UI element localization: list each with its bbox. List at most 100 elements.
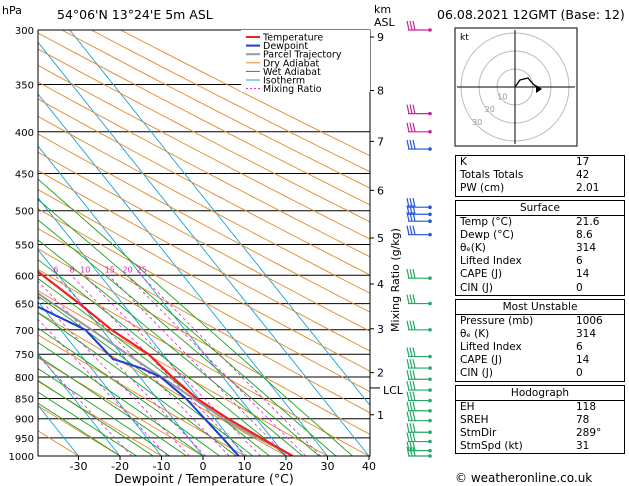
- mixing-ratio-label: 15: [105, 265, 115, 274]
- dry-adiabat-line: [38, 115, 370, 294]
- stats-panel: K 17 Totals Totals 42 PW (cm) 2.01 Surface Te…: [455, 155, 625, 457]
- hodograph-stat-row: StmDir 289°: [456, 427, 624, 440]
- most-unstable-row: CIN (J) 0: [456, 367, 624, 380]
- mixing-ratio-line: [38, 318, 168, 456]
- pressure-tick-label: 600: [15, 271, 34, 282]
- km-tick-label: 3: [377, 323, 384, 336]
- lcl-label: LCL: [383, 384, 404, 397]
- surface-title: Surface: [456, 201, 624, 216]
- wind-barb-station: [428, 129, 432, 134]
- wind-barb: [406, 358, 432, 370]
- surface-value: 0: [576, 281, 583, 294]
- dry-adiabat-line: [91, 30, 370, 173]
- most-unstable-row: CAPE (J) 14: [456, 354, 624, 367]
- isotherm-line: [38, 41, 370, 456]
- wind-barb-flag: [406, 446, 410, 457]
- wind-barb-flag: [412, 411, 416, 421]
- wind-barb-flag: [409, 432, 413, 442]
- wet-adiabat-line: [38, 402, 121, 456]
- wind-barb-flag: [412, 139, 416, 150]
- wind-barb-flag: [406, 139, 410, 150]
- hodograph-stat-label: StmSpd (kt): [460, 440, 523, 453]
- wind-barb-flag: [412, 205, 416, 215]
- x-tick-label: 10: [238, 460, 252, 473]
- isotherm-line: [69, 30, 370, 407]
- wind-barb-flag: [409, 391, 413, 401]
- hodograph-stat-label: EH: [460, 400, 475, 413]
- wind-barb: [406, 225, 432, 237]
- index-row: PW (cm) 2.01: [456, 182, 624, 195]
- plot-frame: [37, 29, 371, 457]
- dry-adiabat-line: [38, 311, 287, 456]
- hodograph-stat-value: 289°: [576, 427, 602, 439]
- hodograph-ring-label: 20: [485, 105, 495, 114]
- wind-barb-flag: [409, 269, 413, 279]
- wind-barb-station: [428, 354, 432, 359]
- dry-adiabat-line: [38, 248, 370, 435]
- mixing-ratio-line: [38, 355, 133, 456]
- wind-barb-flag: [412, 225, 416, 235]
- most-unstable-label: Lifted Index: [460, 341, 522, 354]
- mixing-ratio-label: 20: [123, 265, 133, 274]
- wet-adiabat-line: [38, 341, 204, 456]
- mixing-ratio-line: [38, 296, 190, 456]
- wind-barb-flag: [409, 212, 413, 222]
- wind-barb-flag: [406, 441, 410, 451]
- wind-barb-flag: [409, 225, 413, 235]
- most-unstable-value: 14: [576, 354, 590, 367]
- surface-value: 314: [576, 241, 597, 254]
- wind-barb-station: [428, 454, 432, 458]
- wind-barb-flag: [409, 446, 413, 457]
- km-tick-label: 9: [377, 31, 384, 44]
- legend-entry: Parcel Trajectory: [263, 50, 342, 61]
- wet-adiabat-line: [38, 277, 270, 456]
- wind-barb-flag: [406, 104, 410, 114]
- wind-barb-flag: [409, 122, 413, 132]
- surface-row: CIN (J) 0: [456, 282, 624, 295]
- wet-adiabat-line: [38, 380, 154, 456]
- x-axis-label: Dewpoint / Temperature (°C): [114, 471, 293, 486]
- surface-value: 21.6: [576, 215, 600, 228]
- most-unstable-value: 6: [576, 341, 583, 354]
- parcel-trajectory-line: [38, 292, 294, 456]
- hodograph-stat-value: 31: [576, 440, 590, 453]
- wind-barb: [406, 205, 432, 217]
- wind-barb-flag: [412, 423, 416, 433]
- wet-adiabat-line: [38, 259, 287, 456]
- legend-entry: Isotherm: [263, 76, 305, 87]
- wind-barb: [406, 380, 432, 392]
- hodograph-stat-value: 118: [576, 400, 597, 413]
- wind-barb-flag: [412, 269, 416, 279]
- wind-barb-station: [428, 212, 432, 217]
- most-unstable-value: 1006: [576, 314, 603, 327]
- wind-barb: [406, 139, 432, 151]
- indices-box: K 17 Totals Totals 42 PW (cm) 2.01: [455, 155, 625, 197]
- wind-barb-station: [428, 430, 432, 435]
- km-tick-label: 1: [377, 409, 384, 422]
- wet-adiabat-line: [38, 391, 137, 456]
- km-label: km: [374, 3, 391, 16]
- pressure-tick-label: 300: [15, 26, 34, 37]
- wind-barb-flag: [406, 432, 410, 442]
- x-tick-label: 30: [321, 460, 335, 473]
- dry-adiabat-line: [61, 30, 370, 189]
- wind-barb-station: [428, 232, 432, 237]
- wind-barb-flag: [409, 205, 413, 215]
- wind-barb-flag: [406, 380, 410, 391]
- hodograph-storm-marker: [536, 85, 542, 93]
- wind-barb-flag: [406, 294, 410, 304]
- wind-barb-station: [428, 327, 432, 332]
- index-value: 2.01: [576, 182, 600, 195]
- wind-barb: [406, 432, 432, 444]
- most-unstable-row: Pressure (mb) 1006: [456, 315, 624, 328]
- index-value: 42: [576, 169, 590, 182]
- x-tick-label: -10: [153, 460, 171, 473]
- wet-adiabat-line: [38, 219, 320, 456]
- wind-barb-flag: [412, 104, 416, 114]
- wind-barb-flag: [409, 370, 413, 380]
- surface-row: Temp (°C) 21.6: [456, 216, 624, 229]
- dry-adiabat-line: [120, 30, 370, 157]
- wet-adiabat-line: [38, 368, 171, 456]
- wind-barb-station: [428, 398, 432, 403]
- index-label: Totals Totals: [460, 169, 524, 182]
